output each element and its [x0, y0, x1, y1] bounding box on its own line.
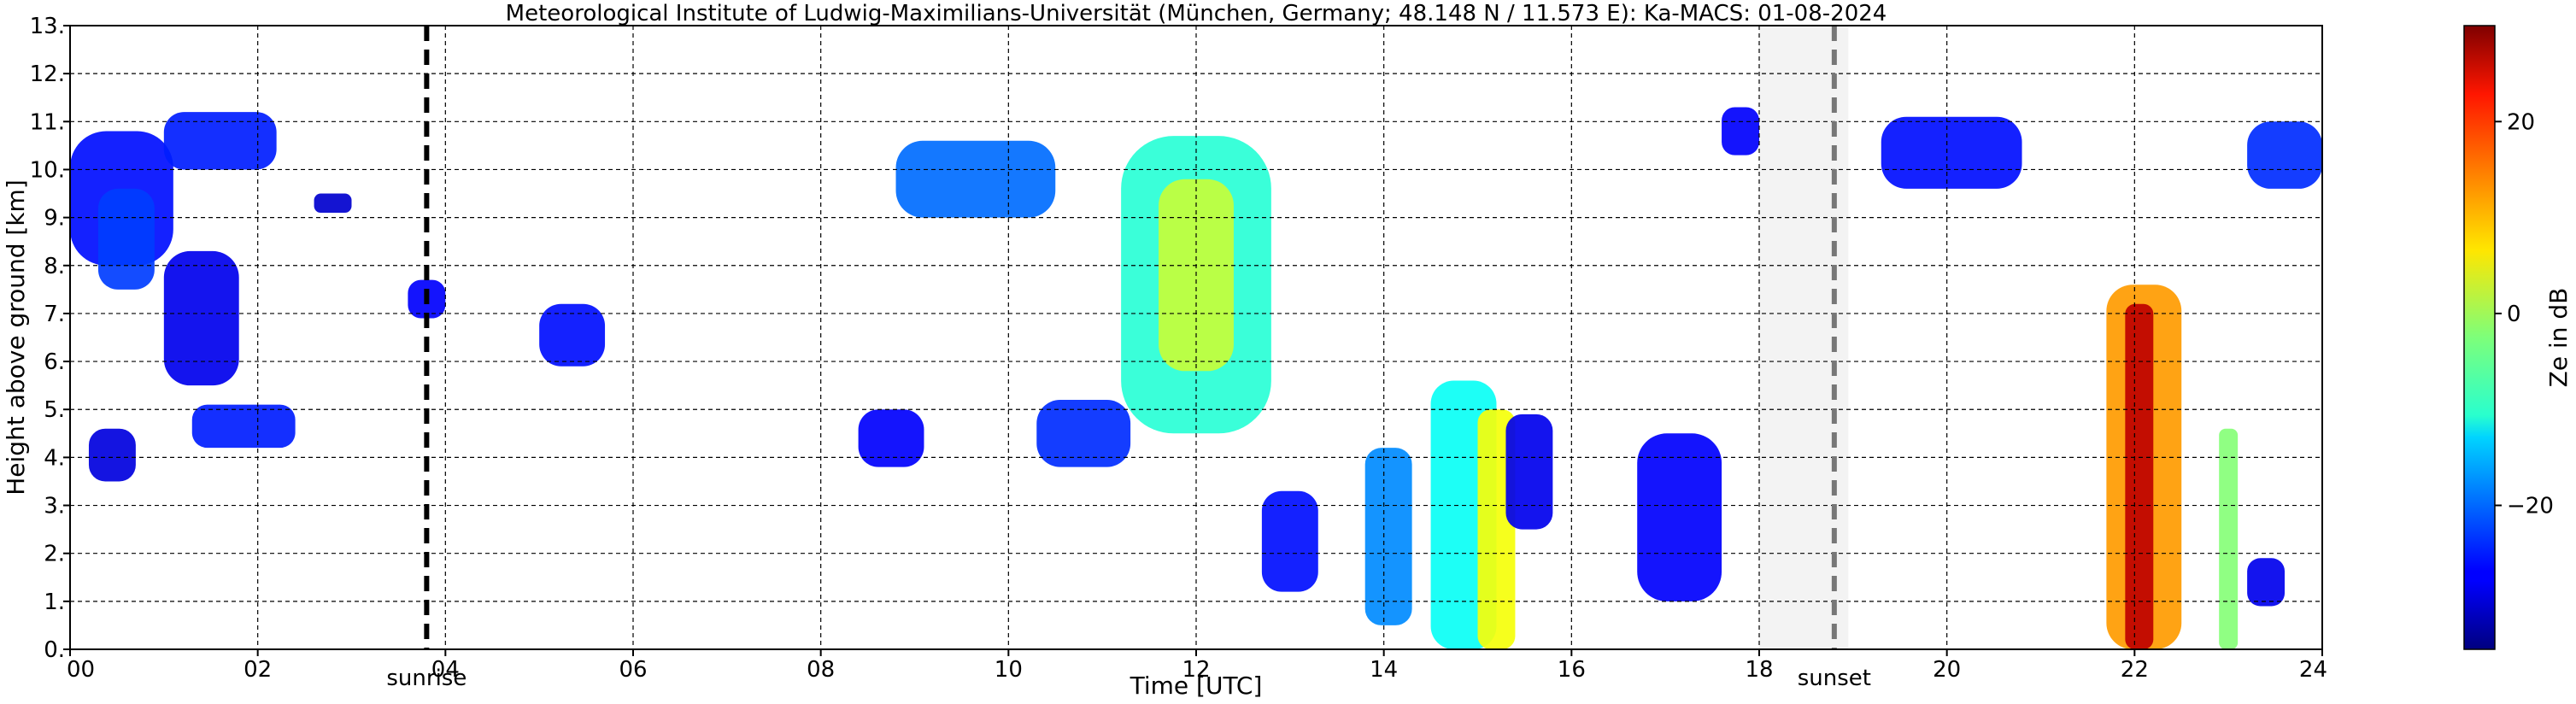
sunset-label: sunset — [1798, 666, 1871, 691]
echo-region-9 — [858, 409, 924, 467]
echo-region-23 — [2125, 303, 2154, 649]
sunrise-label: sunrise — [386, 666, 466, 691]
echo-region-25 — [2247, 121, 2322, 189]
echo-region-2 — [163, 112, 277, 170]
echo-region-24 — [2219, 428, 2239, 649]
y-axis-label: Height above ground [km] — [2, 179, 30, 496]
colorbar-tick-label-2: −20 — [2507, 494, 2554, 519]
y-tick-label-7: 7. — [44, 302, 65, 327]
y-tick-label-5: 5. — [44, 397, 65, 423]
reflectivity-field — [70, 107, 2322, 649]
echo-region-11 — [1036, 400, 1131, 467]
echo-region-19 — [1637, 433, 1722, 601]
colorbar — [2463, 25, 2496, 650]
y-axis-ticks: 0. 1. 2. 3. 4. 5. 6. 7. 8. 9. 10. 11. 12. 13. — [30, 14, 70, 663]
x-tick-label-11: 22 — [2121, 657, 2149, 683]
x-tick-label-5: 10 — [995, 657, 1023, 683]
y-tick-label-4: 4. — [44, 445, 65, 471]
echo-region-4 — [191, 404, 296, 449]
x-tick-label-1: 02 — [244, 657, 272, 683]
x-tick-label-9: 18 — [1745, 657, 1773, 683]
x-axis-label: Time [UTC] — [1130, 672, 1263, 700]
echo-region-26 — [2247, 558, 2286, 607]
x-tick-label-6: 12 — [1182, 657, 1210, 683]
y-tick-label-8: 8. — [44, 254, 65, 279]
echo-region-10 — [895, 140, 1056, 218]
echo-region-18 — [1505, 414, 1553, 530]
colorbar-label: Ze in dB — [2544, 288, 2573, 388]
echo-region-5 — [88, 428, 136, 482]
y-tick-label-13: 13. — [30, 14, 65, 39]
echo-region-3 — [163, 250, 239, 386]
y-tick-label-12: 12. — [30, 62, 65, 87]
echo-region-20 — [1722, 107, 1759, 155]
y-tick-label-10: 10. — [30, 157, 65, 183]
x-tick-label-12: 24 — [2299, 657, 2327, 683]
x-tick-label-2: 04 — [431, 657, 460, 683]
x-tick-label-0: 00 — [67, 657, 95, 683]
x-axis-ticks: 00 02 04 06 08 10 12 14 16 18 20 22 24 — [67, 649, 2327, 683]
y-tick-label-6: 6. — [44, 349, 65, 375]
sun-markers: sunrise sunset — [386, 26, 1871, 691]
echo-region-15 — [1364, 448, 1412, 625]
x-tick-label-10: 20 — [1933, 657, 1961, 683]
echo-region-1 — [97, 188, 155, 290]
grid-lines — [70, 26, 2322, 649]
y-tick-label-11: 11. — [30, 109, 65, 135]
y-tick-label-2: 2. — [44, 542, 65, 567]
y-tick-label-9: 9. — [44, 206, 65, 232]
colorbar-tick-label-0: 20 — [2507, 109, 2535, 135]
x-tick-label-3: 06 — [619, 657, 647, 683]
y-tick-label-0: 0. — [44, 637, 65, 663]
colorbar-ticks: 20 0 −20 — [2495, 109, 2554, 519]
echo-region-14 — [1261, 490, 1318, 592]
x-tick-label-7: 14 — [1370, 657, 1398, 683]
colorbar-tick-label-1: 0 — [2507, 302, 2521, 327]
x-tick-label-4: 08 — [807, 657, 835, 683]
echo-region-6 — [314, 193, 352, 213]
echo-region-21 — [1881, 116, 2022, 189]
chart-title: Meteorological Institute of Ludwig-Maxim… — [506, 1, 1887, 26]
echo-region-8 — [539, 303, 606, 367]
x-tick-label-8: 16 — [1558, 657, 1586, 683]
y-tick-label-1: 1. — [44, 590, 65, 615]
y-tick-label-3: 3. — [44, 494, 65, 519]
